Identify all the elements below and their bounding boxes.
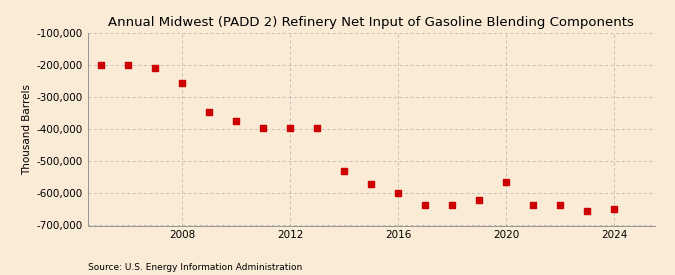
Point bbox=[474, 198, 485, 202]
Point bbox=[366, 182, 377, 186]
Point bbox=[609, 207, 620, 212]
Point bbox=[528, 202, 539, 207]
Point bbox=[231, 119, 242, 123]
Point bbox=[420, 202, 431, 207]
Point bbox=[123, 63, 134, 67]
Point bbox=[204, 109, 215, 114]
Point bbox=[177, 81, 188, 85]
Point bbox=[96, 63, 107, 67]
Y-axis label: Thousand Barrels: Thousand Barrels bbox=[22, 84, 32, 175]
Point bbox=[393, 191, 404, 196]
Point bbox=[312, 125, 323, 130]
Point bbox=[555, 202, 566, 207]
Point bbox=[447, 202, 458, 207]
Point bbox=[150, 66, 161, 70]
Title: Annual Midwest (PADD 2) Refinery Net Input of Gasoline Blending Components: Annual Midwest (PADD 2) Refinery Net Inp… bbox=[108, 16, 634, 29]
Point bbox=[258, 125, 269, 130]
Point bbox=[501, 180, 512, 184]
Point bbox=[582, 209, 593, 213]
Point bbox=[285, 125, 296, 130]
Point bbox=[339, 169, 350, 173]
Text: Source: U.S. Energy Information Administration: Source: U.S. Energy Information Administ… bbox=[88, 263, 302, 271]
